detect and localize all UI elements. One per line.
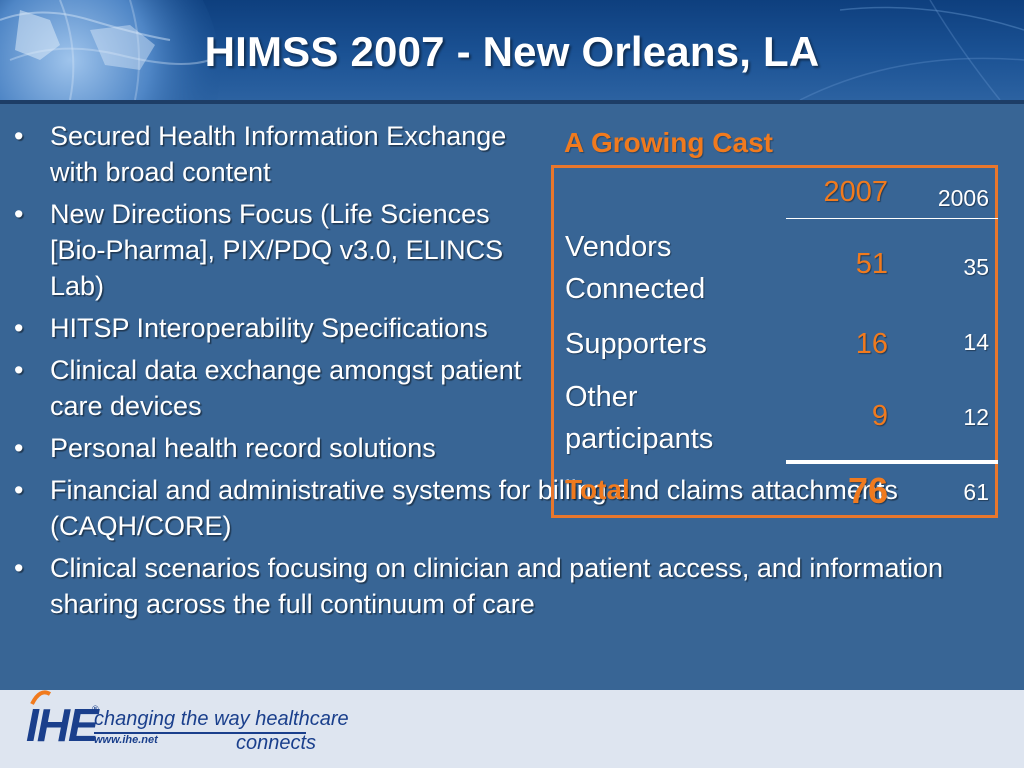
list-item: • Personal health record solutions <box>14 430 530 466</box>
bullet-text: Personal health record solutions <box>50 433 436 463</box>
website-link[interactable]: www.ihe.net <box>94 734 158 746</box>
bullet-text: HITSP Interoperability Specifications <box>50 313 488 343</box>
row-label-vendors: Vendors Connected <box>565 231 706 305</box>
header-banner: HIMSS 2007 - New Orleans, LA <box>0 0 1024 100</box>
bullet-text: Secured Health Information Exchange with… <box>50 121 507 187</box>
header-divider <box>0 100 1024 104</box>
bullet-marker: • <box>14 553 24 583</box>
bullet-marker: • <box>14 313 24 343</box>
bullet-list: • Secured Health Information Exchange wi… <box>14 118 1004 628</box>
bullet-text: Financial and administrative systems for… <box>50 475 898 541</box>
tagline-connects: connects <box>236 732 317 754</box>
row-label-supporters: Supporters <box>565 328 707 360</box>
list-item: • HITSP Interoperability Specifications <box>14 310 530 346</box>
registered-mark: ® <box>92 704 99 714</box>
header-rule <box>786 218 998 219</box>
row-value-2007: 16 <box>855 328 888 360</box>
row-value-2006: 14 <box>963 329 989 355</box>
row-value-2006: 35 <box>963 254 989 280</box>
bullet-text: Clinical scenarios focusing on clinician… <box>50 553 943 619</box>
bullet-marker: • <box>14 433 24 463</box>
row-label-other: Other participants <box>565 381 714 455</box>
bullet-text: Clinical data exchange amongst patient c… <box>50 355 522 421</box>
row-value-2007: 9 <box>871 400 888 432</box>
row-value-2006: 12 <box>963 404 989 430</box>
bullet-marker: • <box>14 475 24 505</box>
total-value-2007: 76 <box>847 470 888 511</box>
col-header-2006: 2006 <box>937 185 989 211</box>
list-item: • Financial and administrative systems f… <box>14 472 930 544</box>
ihe-logo: IHE <box>26 699 99 751</box>
col-header-2007: 2007 <box>823 176 888 208</box>
total-label: Total <box>565 474 630 505</box>
cast-title: A Growing Cast <box>564 127 773 158</box>
total-rule <box>786 460 998 464</box>
list-item: • Clinical data exchange amongst patient… <box>14 352 530 424</box>
total-value-2006: 61 <box>963 479 989 505</box>
list-item: • Clinical scenarios focusing on clinici… <box>14 550 950 622</box>
list-item: • New Directions Focus (Life Sciences [B… <box>14 196 530 304</box>
tagline: changing the way healthcare <box>94 708 349 730</box>
tagline-underline <box>94 732 306 734</box>
row-value-2007: 51 <box>855 248 888 280</box>
bullet-marker: • <box>14 355 24 385</box>
page-title: HIMSS 2007 - New Orleans, LA <box>204 28 820 75</box>
globe-icon <box>0 0 1024 100</box>
footer: IHE ® changing the way healthcare www.ih… <box>0 690 1024 768</box>
bullet-text: New Directions Focus (Life Sciences [Bio… <box>50 199 504 301</box>
list-item: • Secured Health Information Exchange wi… <box>14 118 530 190</box>
bullet-marker: • <box>14 199 24 229</box>
cast-table: 2007 2006 Vendors Connected 51 35 Suppor… <box>551 165 998 518</box>
bullet-marker: • <box>14 121 24 151</box>
ihe-logo-icon <box>30 690 52 705</box>
